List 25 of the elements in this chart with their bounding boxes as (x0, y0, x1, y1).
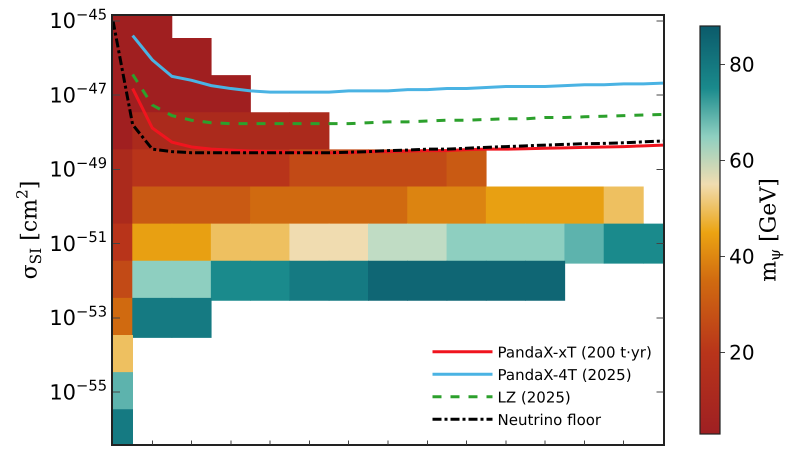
color-bar-label: 80 (729, 52, 755, 76)
legend-label: LZ (2025) (498, 388, 571, 407)
y-tick-label: 10$^{−51}$ (49, 229, 108, 256)
color-bar-label: 40 (729, 244, 755, 268)
legend-label: PandaX-4T (2025) (498, 366, 632, 384)
legend-label: PandaX-xT (200 t·yr) (498, 344, 652, 362)
legend-label: Neutrino floor (498, 411, 602, 430)
point (486, 260, 526, 301)
point (604, 224, 644, 264)
point (407, 260, 448, 301)
point (250, 260, 290, 301)
point (210, 260, 251, 301)
color-bar-label: 20 (729, 340, 755, 364)
y-tick-label: 10$^{−55}$ (49, 378, 108, 404)
point (172, 298, 212, 338)
color-bar-label: 60 (729, 148, 755, 172)
point (132, 298, 172, 338)
y-tick-label: 10$^{−45}$ (49, 6, 108, 34)
y-tick-label: 10$^{−49}$ (49, 154, 108, 182)
point (564, 224, 604, 264)
point (368, 260, 408, 301)
y-tick-label: 10$^{−53}$ (49, 303, 108, 330)
y-tick-label: 10$^{−47}$ (49, 80, 108, 108)
point (446, 260, 487, 301)
point (525, 260, 566, 301)
